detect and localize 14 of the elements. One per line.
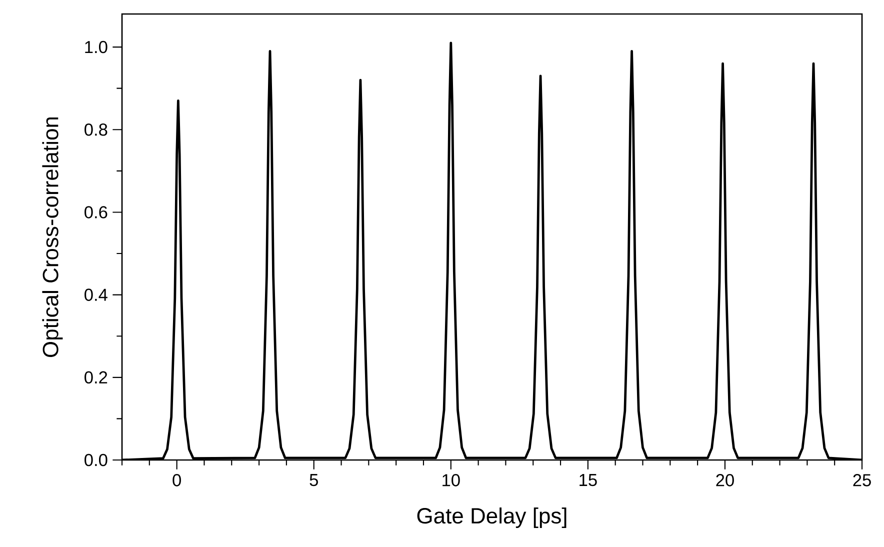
y-tick-label: 0.8 — [84, 123, 108, 136]
x-tick-label: 15 — [580, 474, 597, 486]
x-tick-label: 0 — [172, 474, 181, 486]
x-tick-label: 20 — [716, 474, 734, 486]
x-axis-title: Gate Delay [ps] — [417, 507, 566, 528]
y-tick-label: 0.4 — [84, 288, 108, 301]
y-tick-label: 0.6 — [84, 206, 108, 218]
y-tick-label: 0.0 — [84, 454, 108, 466]
y-axis-title: Optical Cross-correlation — [42, 117, 63, 357]
x-tick-label: 25 — [853, 474, 871, 486]
x-tick-label: 5 — [310, 474, 318, 486]
y-tick-label: 0.2 — [84, 371, 108, 384]
y-tick-label: 1.0 — [85, 40, 108, 54]
x-tick-label: 10 — [442, 474, 460, 486]
